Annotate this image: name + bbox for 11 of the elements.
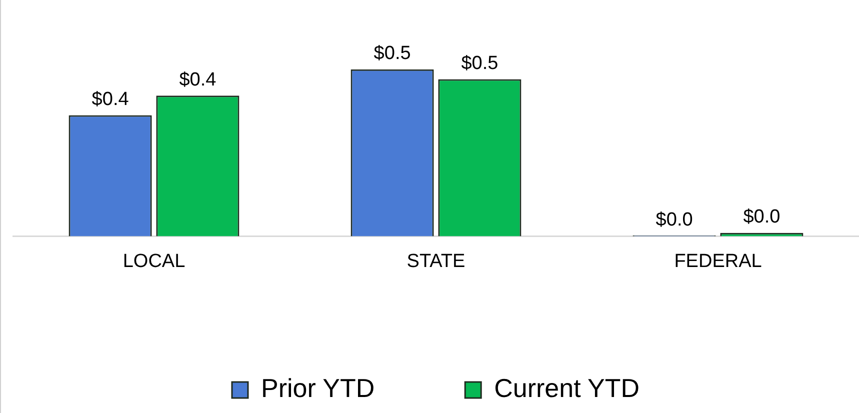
legend-label: Prior YTD [260, 373, 375, 404]
data-label: $0.5 [374, 43, 411, 64]
data-label: $0.0 [656, 209, 693, 230]
data-label: $0.5 [461, 52, 498, 74]
x-tick-label: LOCAL [122, 250, 186, 272]
data-label: $0.4 [179, 69, 217, 90]
data-label: $0.0 [743, 206, 780, 228]
x-tick-label: FEDERAL [674, 250, 762, 272]
data-label: $0.4 [92, 88, 130, 110]
legend-label: Current YTD [494, 373, 640, 404]
x-tick-label: STATE [406, 250, 466, 272]
